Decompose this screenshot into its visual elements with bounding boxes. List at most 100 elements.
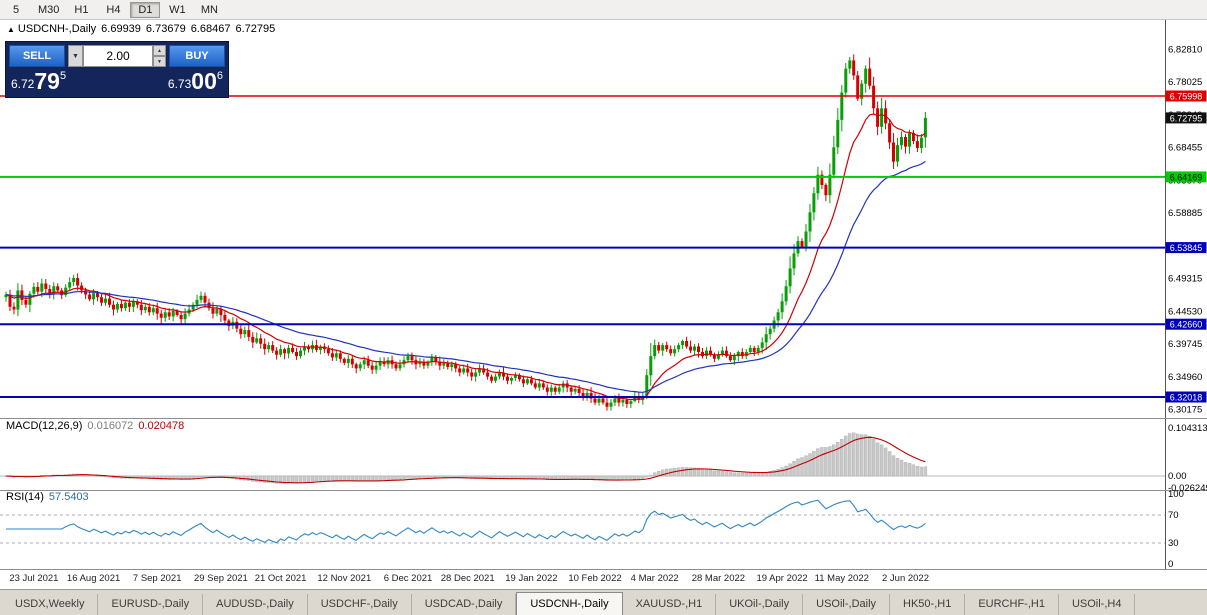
svg-text:11 May 2022: 11 May 2022 <box>815 573 869 584</box>
rsi-line <box>6 499 926 544</box>
chart-tab-usdcad-daily[interactable]: USDCAD-,Daily <box>412 594 517 615</box>
svg-text:10 Feb 2022: 10 Feb 2022 <box>568 573 621 584</box>
svg-text:6.82810: 6.82810 <box>1168 44 1202 55</box>
one-click-collapse-icon[interactable]: ▲ <box>7 25 15 34</box>
candles <box>4 54 927 411</box>
price-badge-label: 6.64169 <box>1170 172 1203 182</box>
sell-button[interactable]: SELL <box>9 45 65 67</box>
ohlc-low: 6.68467 <box>190 23 231 35</box>
timeframe-button-d1[interactable]: D1 <box>130 1 161 18</box>
ohlc-high: 6.73679 <box>145 23 186 35</box>
price-badge <box>1165 90 1207 102</box>
macd-signal-value: 0.020478 <box>138 420 185 432</box>
svg-text:6 Dec 2021: 6 Dec 2021 <box>384 573 433 584</box>
buy-button[interactable]: BUY <box>169 45 225 67</box>
timeframe-button-h4[interactable]: H4 <box>106 3 121 16</box>
chart-symbol-label: USDCNH-,Daily <box>17 23 97 35</box>
chart-tab-usoil-daily[interactable]: USOil-,Daily <box>803 594 891 615</box>
macd-value: 0.016072 <box>87 420 134 432</box>
svg-text:19 Jan 2022: 19 Jan 2022 <box>505 573 557 584</box>
macd-title: MACD(12,26,9) <box>6 420 83 432</box>
svg-text:6.34960: 6.34960 <box>1168 372 1202 383</box>
timeframe-toolbar: 5 M30 H1 H4 D1 W1 MN <box>0 0 1207 20</box>
chart-tab-usdcnh-daily[interactable]: USDCNH-,Daily <box>516 592 623 615</box>
svg-text:6.44530: 6.44530 <box>1168 306 1202 317</box>
price-badge <box>1165 391 1207 403</box>
svg-text:12 Nov 2021: 12 Nov 2021 <box>317 573 371 584</box>
buy-price-big: 00 <box>191 68 217 94</box>
sell-price-sup: 5 <box>59 70 67 82</box>
chart-tab-audusd-daily[interactable]: AUDUSD-,Daily <box>203 594 308 615</box>
rsi-axis-label: 0 <box>1168 559 1173 570</box>
svg-text:6.68455: 6.68455 <box>1168 143 1202 154</box>
volume-spinner: ▲ ▼ <box>153 45 166 67</box>
svg-text:6.39745: 6.39745 <box>1168 339 1202 350</box>
volume-input[interactable] <box>83 45 153 67</box>
timeframe-button-w1[interactable]: W1 <box>169 3 186 16</box>
svg-text:28 Mar 2022: 28 Mar 2022 <box>692 573 745 584</box>
rsi-header: RSI(14) 57.5403 <box>6 491 89 503</box>
macd-header: MACD(12,26,9) 0.016072 0.020478 <box>6 420 184 432</box>
ohlc-open: 6.69939 <box>101 23 141 35</box>
rsi-title: RSI(14) <box>6 491 44 503</box>
price-badge-label: 6.75998 <box>1170 92 1203 102</box>
price-badge <box>1165 318 1207 330</box>
chart-tab-usdx-weekly[interactable]: USDX,Weekly <box>2 594 99 615</box>
price-badge <box>1165 171 1207 183</box>
svg-text:29 Sep 2021: 29 Sep 2021 <box>194 573 248 584</box>
price-badge-label: 6.32018 <box>1170 393 1203 403</box>
timeframe-button-m30[interactable]: M30 <box>38 3 60 16</box>
volume-dropdown-icon[interactable]: ▼ <box>68 45 83 67</box>
macd-axis-label: -0.026249 <box>1168 483 1207 494</box>
sell-price: 6.72 79 5 <box>11 70 66 93</box>
chart-tab-eurchf-h1[interactable]: EURCHF-,H1 <box>965 594 1059 615</box>
svg-text:28 Dec 2021: 28 Dec 2021 <box>441 573 495 584</box>
rsi-axis-label: 30 <box>1168 538 1179 549</box>
chart-tab-hk50-h1[interactable]: HK50-,H1 <box>890 594 966 615</box>
rsi-value: 57.5403 <box>48 491 89 503</box>
chart-area[interactable]: 6.828106.780256.732406.684556.636706.588… <box>0 20 1207 589</box>
macd-axis-label: 0.104313 <box>1168 423 1207 434</box>
svg-text:6.58885: 6.58885 <box>1168 208 1202 219</box>
rsi-axis-label: 100 <box>1168 489 1184 500</box>
svg-text:6.49315: 6.49315 <box>1168 274 1202 285</box>
price-badge-label: 6.53845 <box>1170 243 1203 253</box>
price-badge-label: 6.42660 <box>1170 320 1203 330</box>
volume-spin-down-icon[interactable]: ▼ <box>153 56 166 67</box>
price-badge <box>1165 242 1207 254</box>
buy-price: 6.73 00 6 <box>168 70 223 93</box>
moving-average-13 <box>5 113 926 401</box>
chart-tab-eurusd-daily[interactable]: EURUSD-,Daily <box>98 594 204 615</box>
timeframe-button-h1[interactable]: H1 <box>74 3 89 16</box>
sell-price-big: 79 <box>34 68 60 94</box>
time-axis[interactable]: 23 Jul 2021 16 Aug 2021 7 Sep 2021 29 Sep 2… <box>9 573 929 584</box>
timeframe-button-5[interactable]: 5 <box>12 3 20 16</box>
svg-text:21 Oct 2021: 21 Oct 2021 <box>255 573 307 584</box>
svg-text:4 Mar 2022: 4 Mar 2022 <box>631 573 679 584</box>
buy-price-sup: 6 <box>216 70 223 82</box>
price-badge-label: 6.72795 <box>1170 113 1203 123</box>
svg-text:7 Sep 2021: 7 Sep 2021 <box>133 573 182 584</box>
macd-axis-label: 0.00 <box>1168 471 1187 482</box>
price-badge <box>1165 112 1207 124</box>
volume-spin-up-icon[interactable]: ▲ <box>153 45 166 56</box>
chart-tab-ukoil-daily[interactable]: UKOil-,Daily <box>716 594 804 615</box>
svg-text:19 Apr 2022: 19 Apr 2022 <box>756 573 807 584</box>
svg-text:16 Aug 2021: 16 Aug 2021 <box>67 573 120 584</box>
timeframe-button-mn[interactable]: MN <box>200 3 218 16</box>
chart-tab-bar: USDX,Weekly EURUSD-,Daily AUDUSD-,Daily USD… <box>0 589 1207 615</box>
svg-text:6.30175: 6.30175 <box>1168 405 1202 416</box>
ohlc-close: 6.72795 <box>235 23 276 35</box>
moving-average-34 <box>5 160 926 393</box>
macd-signal-line <box>5 436 926 484</box>
svg-text:2 Jun 2022: 2 Jun 2022 <box>882 573 929 584</box>
svg-text:6.78025: 6.78025 <box>1168 77 1202 88</box>
buy-price-small: 6.73 <box>167 77 192 91</box>
chart-tab-usoil-h4[interactable]: USOil-,H4 <box>1059 594 1136 615</box>
chart-ohlc-header: ▲ USDCNH-,Daily 6.69939 6.73679 6.68467 6.727… <box>7 23 280 35</box>
chart-tab-usdchf-daily[interactable]: USDCHF-,Daily <box>308 594 412 615</box>
rsi-axis-label: 70 <box>1168 510 1179 521</box>
chart-tab-xauusd-h1[interactable]: XAUUSD-,H1 <box>623 594 717 615</box>
